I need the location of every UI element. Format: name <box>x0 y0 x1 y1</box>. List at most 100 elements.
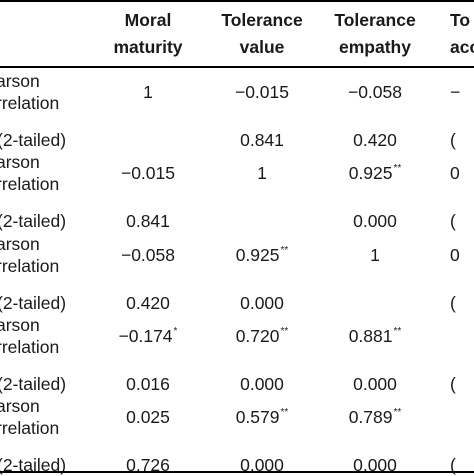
significance-marker: ** <box>280 245 289 256</box>
cell-value: 0.000 <box>240 374 284 394</box>
row-label-correlation: rrelation <box>0 256 60 276</box>
table-top-rule <box>0 0 474 2</box>
cell-value: 0.720 <box>235 326 280 346</box>
cell-value: ( <box>450 211 456 231</box>
cell-value: −0.015 <box>120 163 175 183</box>
row-label-sig: (2-tailed) <box>0 455 67 475</box>
pearson-cell: 0 <box>450 244 474 266</box>
sig-cell: 0.000 <box>202 454 322 476</box>
cell-value: 1 <box>257 163 267 183</box>
pearson-cell: −0.174* <box>88 325 208 351</box>
cell-value: 0.000 <box>240 293 284 313</box>
cell-value: 0.000 <box>240 455 284 475</box>
significance-marker: ** <box>280 326 289 337</box>
sig-cell: 0.841 <box>88 210 208 232</box>
cell-value: 0.000 <box>353 211 397 231</box>
pearson-cell: − <box>450 81 474 103</box>
header-tolerance-value: Tolerance value <box>202 7 322 61</box>
pearson-cell: −0.058 <box>315 81 435 103</box>
pearson-cell: 0.579** <box>202 406 322 432</box>
sig-cell: 0.000 <box>315 373 435 395</box>
row-label-correlation: rrelation <box>0 174 60 194</box>
row-label-pearson: arson <box>0 234 40 254</box>
row-label-sig: (2-tailed) <box>0 374 67 394</box>
pearson-cell: 0.025 <box>88 406 208 428</box>
cell-value: 0 <box>450 245 460 265</box>
row-label-pearson: arson <box>0 71 40 91</box>
cell-value: 0.841 <box>126 211 170 231</box>
cell-value: 0.925 <box>235 245 280 265</box>
cell-value: 0.025 <box>126 407 170 427</box>
header-line: Moral <box>124 10 172 30</box>
sig-cell: 0.726 <box>88 454 208 476</box>
cell-value: 0.925 <box>348 163 393 183</box>
sig-cell: 0.016 <box>88 373 208 395</box>
cell-value: 0 <box>450 163 460 183</box>
header-line: To <box>450 10 471 30</box>
pearson-cell: 0 <box>450 162 474 184</box>
pearson-cell: −0.015 <box>88 162 208 184</box>
row-label-sig: (2-tailed) <box>0 211 67 231</box>
sig-cell: ( <box>450 210 474 232</box>
sig-cell: 0.000 <box>315 210 435 232</box>
cell-value: 1 <box>370 245 380 265</box>
significance-marker: ** <box>393 163 402 174</box>
significance-marker: * <box>173 326 178 337</box>
row-label-pearson: arson <box>0 152 40 172</box>
pearson-cell: −0.058 <box>88 244 208 266</box>
sig-cell: 0.420 <box>315 129 435 151</box>
sig-cell: 0.841 <box>202 129 322 151</box>
cell-value: ( <box>450 293 456 313</box>
row-label-correlation: rrelation <box>0 337 60 357</box>
cell-value: −0.058 <box>347 82 402 102</box>
header-rule <box>0 66 474 68</box>
header-line: Tolerance <box>221 10 303 30</box>
cell-value: 0.789 <box>348 407 393 427</box>
cell-value: 0.420 <box>353 130 397 150</box>
pearson-cell: 1 <box>202 162 322 184</box>
row-label-correlation: rrelation <box>0 418 60 438</box>
row-label-correlation: rrelation <box>0 93 60 113</box>
cell-value: 1 <box>143 82 153 102</box>
row-label-sig: (2-tailed) <box>0 293 67 313</box>
pearson-cell: 0.925** <box>315 162 435 188</box>
cell-value: 0.016 <box>126 374 170 394</box>
sig-cell: ( <box>450 373 474 395</box>
cell-value: −0.174 <box>118 326 173 346</box>
table-bottom-rule <box>0 471 474 473</box>
cell-value: 0.881 <box>348 326 393 346</box>
cell-value: ( <box>450 374 456 394</box>
header-tolerance-empathy: Tolerance empathy <box>315 7 435 61</box>
pearson-cell: 0.881** <box>315 325 435 351</box>
cell-value: − <box>450 82 461 102</box>
cell-value: −0.015 <box>234 82 289 102</box>
cell-value: ( <box>450 455 456 475</box>
row-label-pearson: arson <box>0 396 40 416</box>
cell-value: 0.420 <box>126 293 170 313</box>
cell-value: 0.841 <box>240 130 284 150</box>
row-label-sig: (2-tailed) <box>0 130 67 150</box>
sig-cell: ( <box>450 292 474 314</box>
row-label-pearson: arson <box>0 315 40 335</box>
header-line: empathy <box>339 37 411 57</box>
pearson-cell: −0.015 <box>202 81 322 103</box>
header-line: acc <box>450 37 474 57</box>
cell-value: −0.058 <box>120 245 175 265</box>
cell-value: ( <box>450 130 456 150</box>
pearson-cell: 1 <box>315 244 435 266</box>
cell-value: 0.000 <box>353 455 397 475</box>
pearson-cell: 0.925** <box>202 244 322 270</box>
header-line: maturity <box>113 37 183 57</box>
pearson-cell: 0.789** <box>315 406 435 432</box>
cell-value: 0.579 <box>235 407 280 427</box>
pearson-cell: 0.720** <box>202 325 322 351</box>
cell-value: 0.726 <box>126 455 170 475</box>
header-line: value <box>239 37 285 57</box>
significance-marker: ** <box>393 326 402 337</box>
sig-cell: 0.420 <box>88 292 208 314</box>
significance-marker: ** <box>393 407 402 418</box>
sig-cell: ( <box>450 454 474 476</box>
significance-marker: ** <box>280 407 289 418</box>
sig-cell: 0.000 <box>315 454 435 476</box>
cell-value: 0.000 <box>353 374 397 394</box>
